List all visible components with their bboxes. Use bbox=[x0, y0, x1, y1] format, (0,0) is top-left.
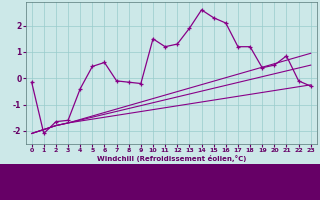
X-axis label: Windchill (Refroidissement éolien,°C): Windchill (Refroidissement éolien,°C) bbox=[97, 155, 246, 162]
